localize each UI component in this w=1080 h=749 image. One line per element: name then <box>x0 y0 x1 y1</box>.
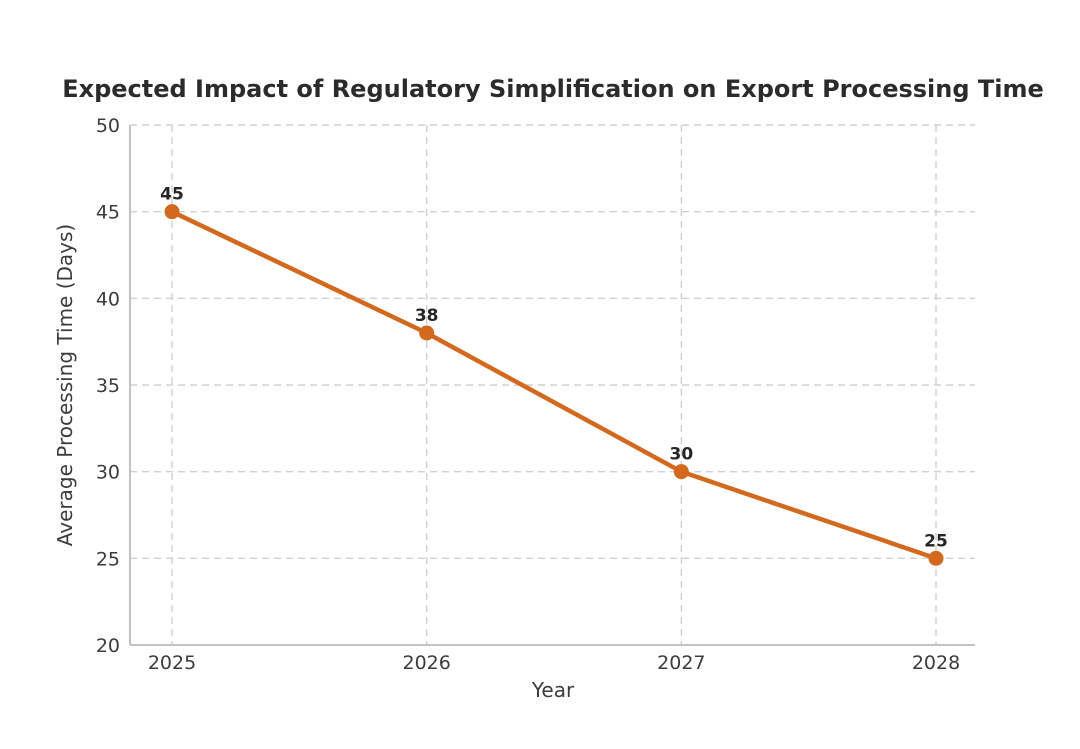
data-line <box>169 209 939 561</box>
data-point-label: 38 <box>415 306 439 326</box>
y-tick-label: 45 <box>96 202 120 224</box>
y-axis-label: Average Processing Time (Days) <box>53 224 77 546</box>
x-tick-label: 2028 <box>912 652 960 674</box>
y-tick-label: 25 <box>96 548 120 570</box>
y-tick-label: 50 <box>96 115 120 137</box>
y-tick-label: 20 <box>96 635 120 657</box>
x-tick-label: 2025 <box>148 652 196 674</box>
data-point-marker <box>928 550 944 566</box>
data-point-marker <box>419 325 435 341</box>
data-point-label: 30 <box>669 445 693 465</box>
data-series-layer: 45 38 30 25 <box>160 185 948 566</box>
x-tick-label: 2026 <box>402 652 450 674</box>
data-point-marker <box>164 204 180 220</box>
chart-title: Expected Impact of Regulatory Simplifica… <box>62 75 1044 103</box>
x-tick-label: 2027 <box>657 652 705 674</box>
y-tick-label: 30 <box>96 462 120 484</box>
x-axis-label: Year <box>531 678 575 702</box>
y-tick-label: 35 <box>96 375 120 397</box>
data-point-label: 25 <box>924 531 948 551</box>
grid-layer <box>130 124 975 645</box>
y-tick-label: 40 <box>96 288 120 310</box>
data-point-label: 45 <box>160 185 184 205</box>
axis-spines <box>129 125 975 646</box>
data-point-marker <box>673 464 689 480</box>
